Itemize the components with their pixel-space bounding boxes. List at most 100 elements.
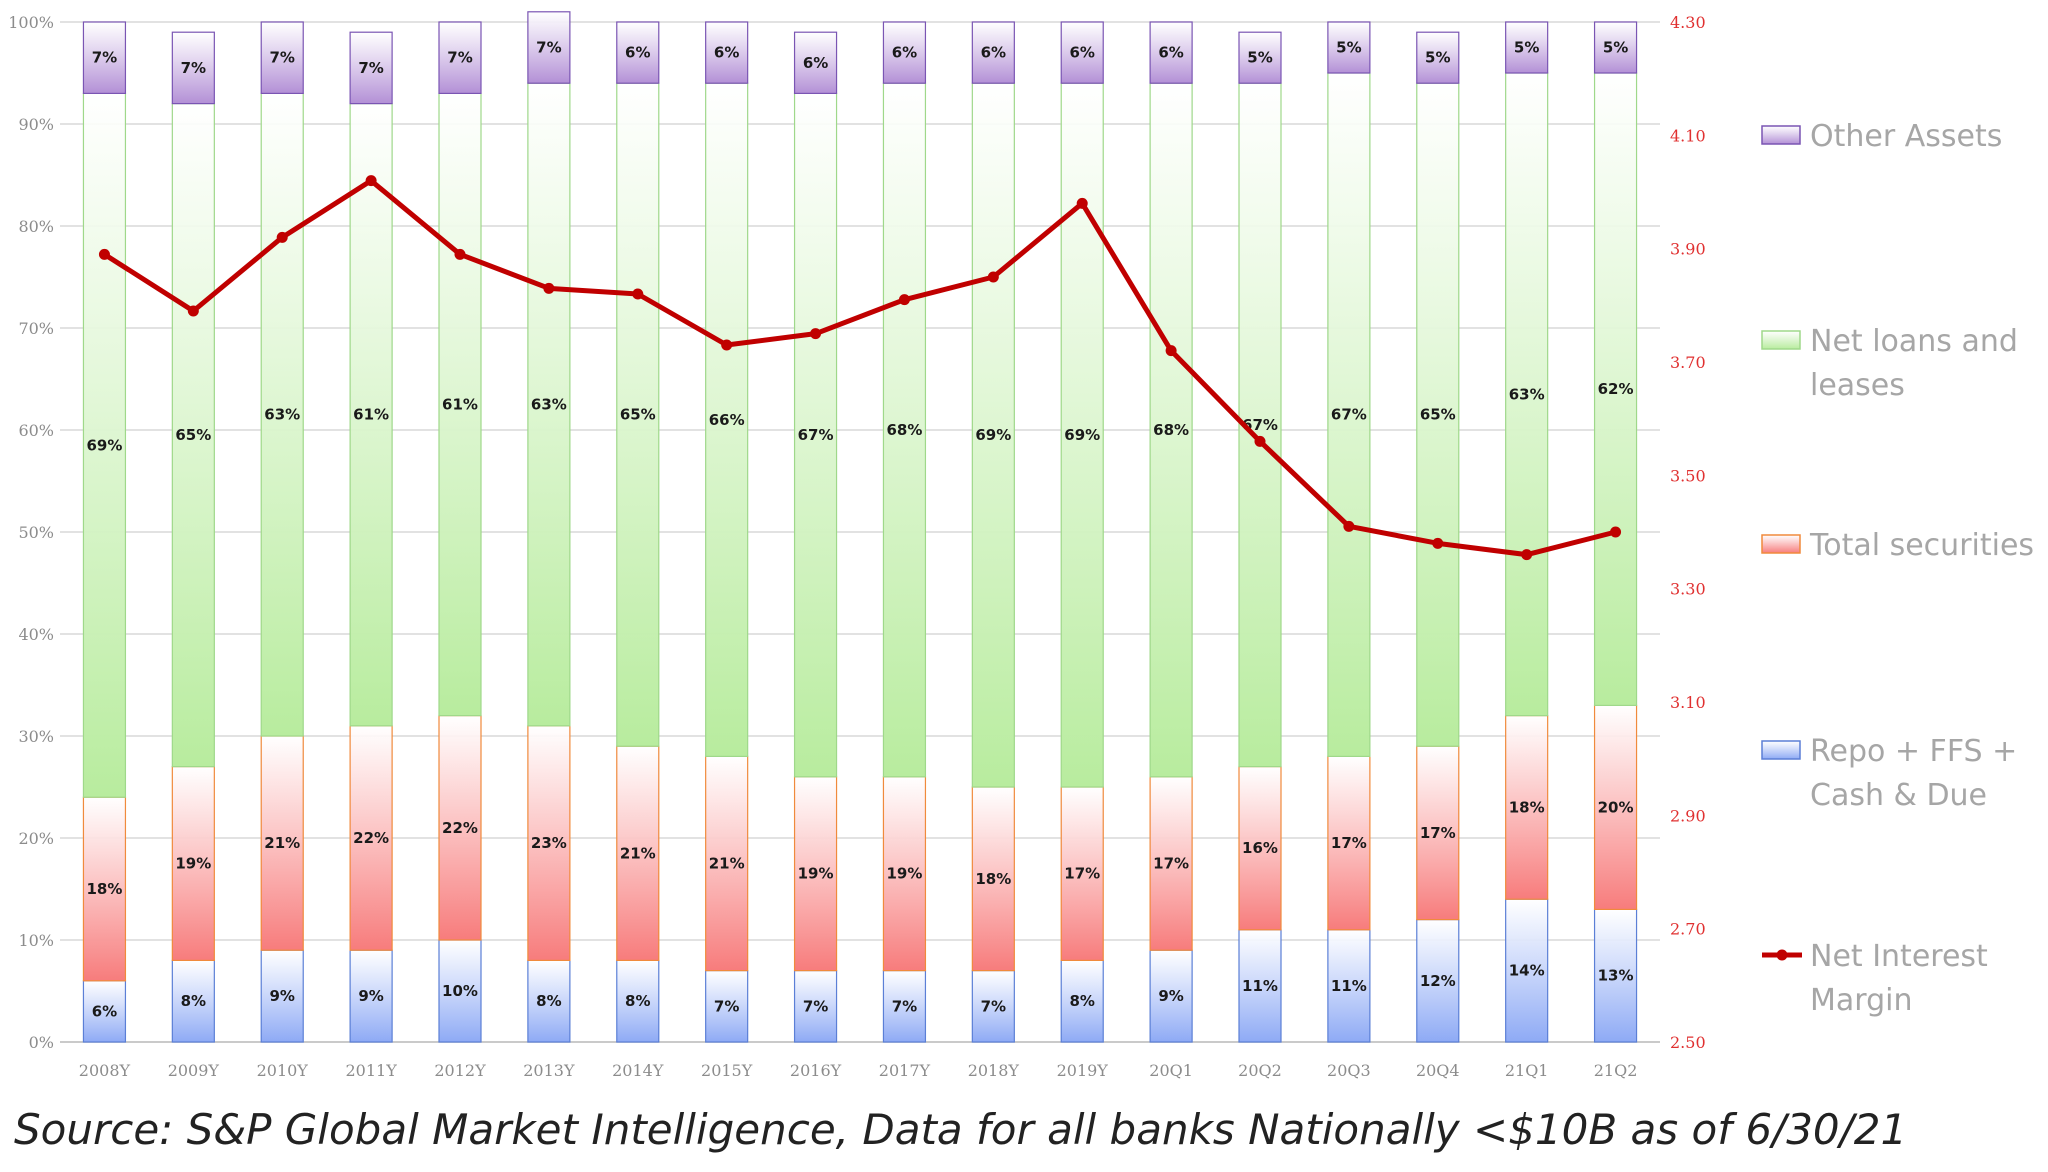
x-tick-label: 21Q1 [1505, 1061, 1549, 1080]
legend-label: Other Assets [1810, 119, 2002, 154]
data-label: 7% [358, 59, 383, 77]
nim-point [1432, 537, 1444, 549]
left-tick-label: 30% [18, 727, 54, 746]
bar-segment [527, 725, 571, 961]
data-label: 6% [981, 44, 1006, 62]
bar-segment [971, 82, 1015, 788]
x-tick-label: 20Q4 [1416, 1061, 1460, 1080]
x-tick-label: 2009Y [168, 1061, 220, 1080]
left-tick-label: 70% [18, 319, 54, 338]
data-label: 17% [1420, 824, 1456, 842]
bar-segment [616, 959, 660, 1043]
segment-labels: 6% 18% 69% 7% 8% 19% 65% 7% 9% 21% 63% 7% 9% 22% 61% 7%… [86, 39, 1633, 1021]
data-label: 17% [1331, 834, 1367, 852]
x-tick-label: 2016Y [790, 1061, 842, 1080]
bar-segment [1505, 898, 1549, 1043]
right-tick-label: 3.90 [1670, 240, 1706, 259]
bar-segment [349, 725, 393, 951]
x-tick-label: 2011Y [345, 1061, 397, 1080]
data-label: 17% [1153, 855, 1189, 873]
data-label: 13% [1598, 967, 1634, 985]
data-label: 18% [86, 880, 122, 898]
bar-segment [1416, 82, 1460, 747]
bar-segment [1327, 755, 1371, 931]
data-label: 11% [1331, 977, 1367, 995]
nim-point [632, 288, 644, 300]
bar-segment [793, 31, 838, 95]
left-tick-label: 80% [18, 217, 54, 236]
nim-point [1254, 435, 1266, 447]
data-label: 21% [620, 844, 656, 862]
nim-point [1165, 345, 1177, 357]
x-tick-label: 20Q2 [1238, 1061, 1282, 1080]
bar-segment [882, 776, 927, 972]
nim-point [543, 282, 555, 294]
bar-segment [971, 786, 1015, 972]
data-label: 61% [442, 396, 478, 414]
right-tick-label: 2.90 [1670, 806, 1706, 825]
left-tick-label: 10% [18, 931, 54, 950]
bars [82, 11, 1638, 1043]
data-label: 5% [1514, 39, 1539, 57]
nim-point [276, 231, 288, 243]
left-tick-label: 90% [18, 115, 54, 134]
right-axis: 2.50 2.70 2.90 3.10 3.30 3.50 3.70 3.90 4.10 4.30 [1670, 13, 1706, 1052]
right-tick-label: 3.50 [1670, 466, 1706, 485]
nim-point [1521, 549, 1533, 561]
bar-segment [438, 714, 482, 941]
data-label: 11% [1242, 977, 1278, 995]
bar-segment [1327, 21, 1371, 74]
legend-label: Total securities [1809, 528, 2034, 563]
data-label: 18% [975, 870, 1011, 888]
bar-segment [438, 939, 482, 1043]
bar-segment [171, 765, 215, 961]
bar-segment [1593, 704, 1638, 911]
bar-segment [349, 31, 393, 105]
data-label: 8% [1069, 992, 1094, 1010]
bar-segment [616, 21, 660, 84]
nim-point [810, 328, 822, 340]
bar-segment [616, 745, 660, 962]
bar-segment [438, 21, 482, 95]
bar-segment [1593, 21, 1638, 74]
data-label: 7% [92, 49, 117, 67]
bar-segment [171, 31, 215, 105]
data-label: 63% [264, 406, 300, 424]
data-label: 9% [358, 987, 383, 1005]
data-label: 22% [442, 819, 478, 837]
bar-segment [1149, 949, 1193, 1043]
bar-segment [1149, 21, 1193, 84]
bar-segment [1149, 776, 1193, 951]
nim-point [365, 175, 377, 187]
nim-point [454, 248, 466, 260]
bar-segment [1327, 929, 1371, 1043]
data-label: 8% [536, 992, 561, 1010]
bar-segment [171, 102, 215, 768]
nim-point [1610, 526, 1622, 538]
bar-segment [705, 755, 749, 972]
bar-segment [971, 969, 1015, 1043]
data-label: 20% [1598, 798, 1634, 816]
data-label: 19% [798, 865, 834, 883]
data-label: 18% [1509, 798, 1545, 816]
data-label: 65% [620, 406, 656, 424]
bar-segment [1238, 929, 1282, 1043]
right-tick-label: 2.50 [1670, 1033, 1706, 1052]
left-tick-label: 0% [29, 1033, 54, 1052]
legend-label: Net loans and leases [1810, 324, 2018, 403]
data-label: 7% [536, 39, 561, 57]
data-label: 23% [531, 834, 567, 852]
bar-segment [527, 82, 571, 727]
bar-segment [1416, 31, 1460, 84]
bar-segment [705, 82, 749, 758]
bar-segment [1505, 72, 1549, 717]
data-label: 66% [709, 411, 745, 429]
data-label: 6% [1069, 44, 1094, 62]
bar-segment [260, 735, 304, 951]
data-label: 6% [1158, 44, 1183, 62]
data-label: 67% [1331, 406, 1367, 424]
bar-segment [1060, 959, 1104, 1043]
gridlines [60, 21, 1660, 1043]
legend-label: Net Interest Margin [1810, 939, 1988, 1018]
data-label: 68% [886, 421, 922, 439]
